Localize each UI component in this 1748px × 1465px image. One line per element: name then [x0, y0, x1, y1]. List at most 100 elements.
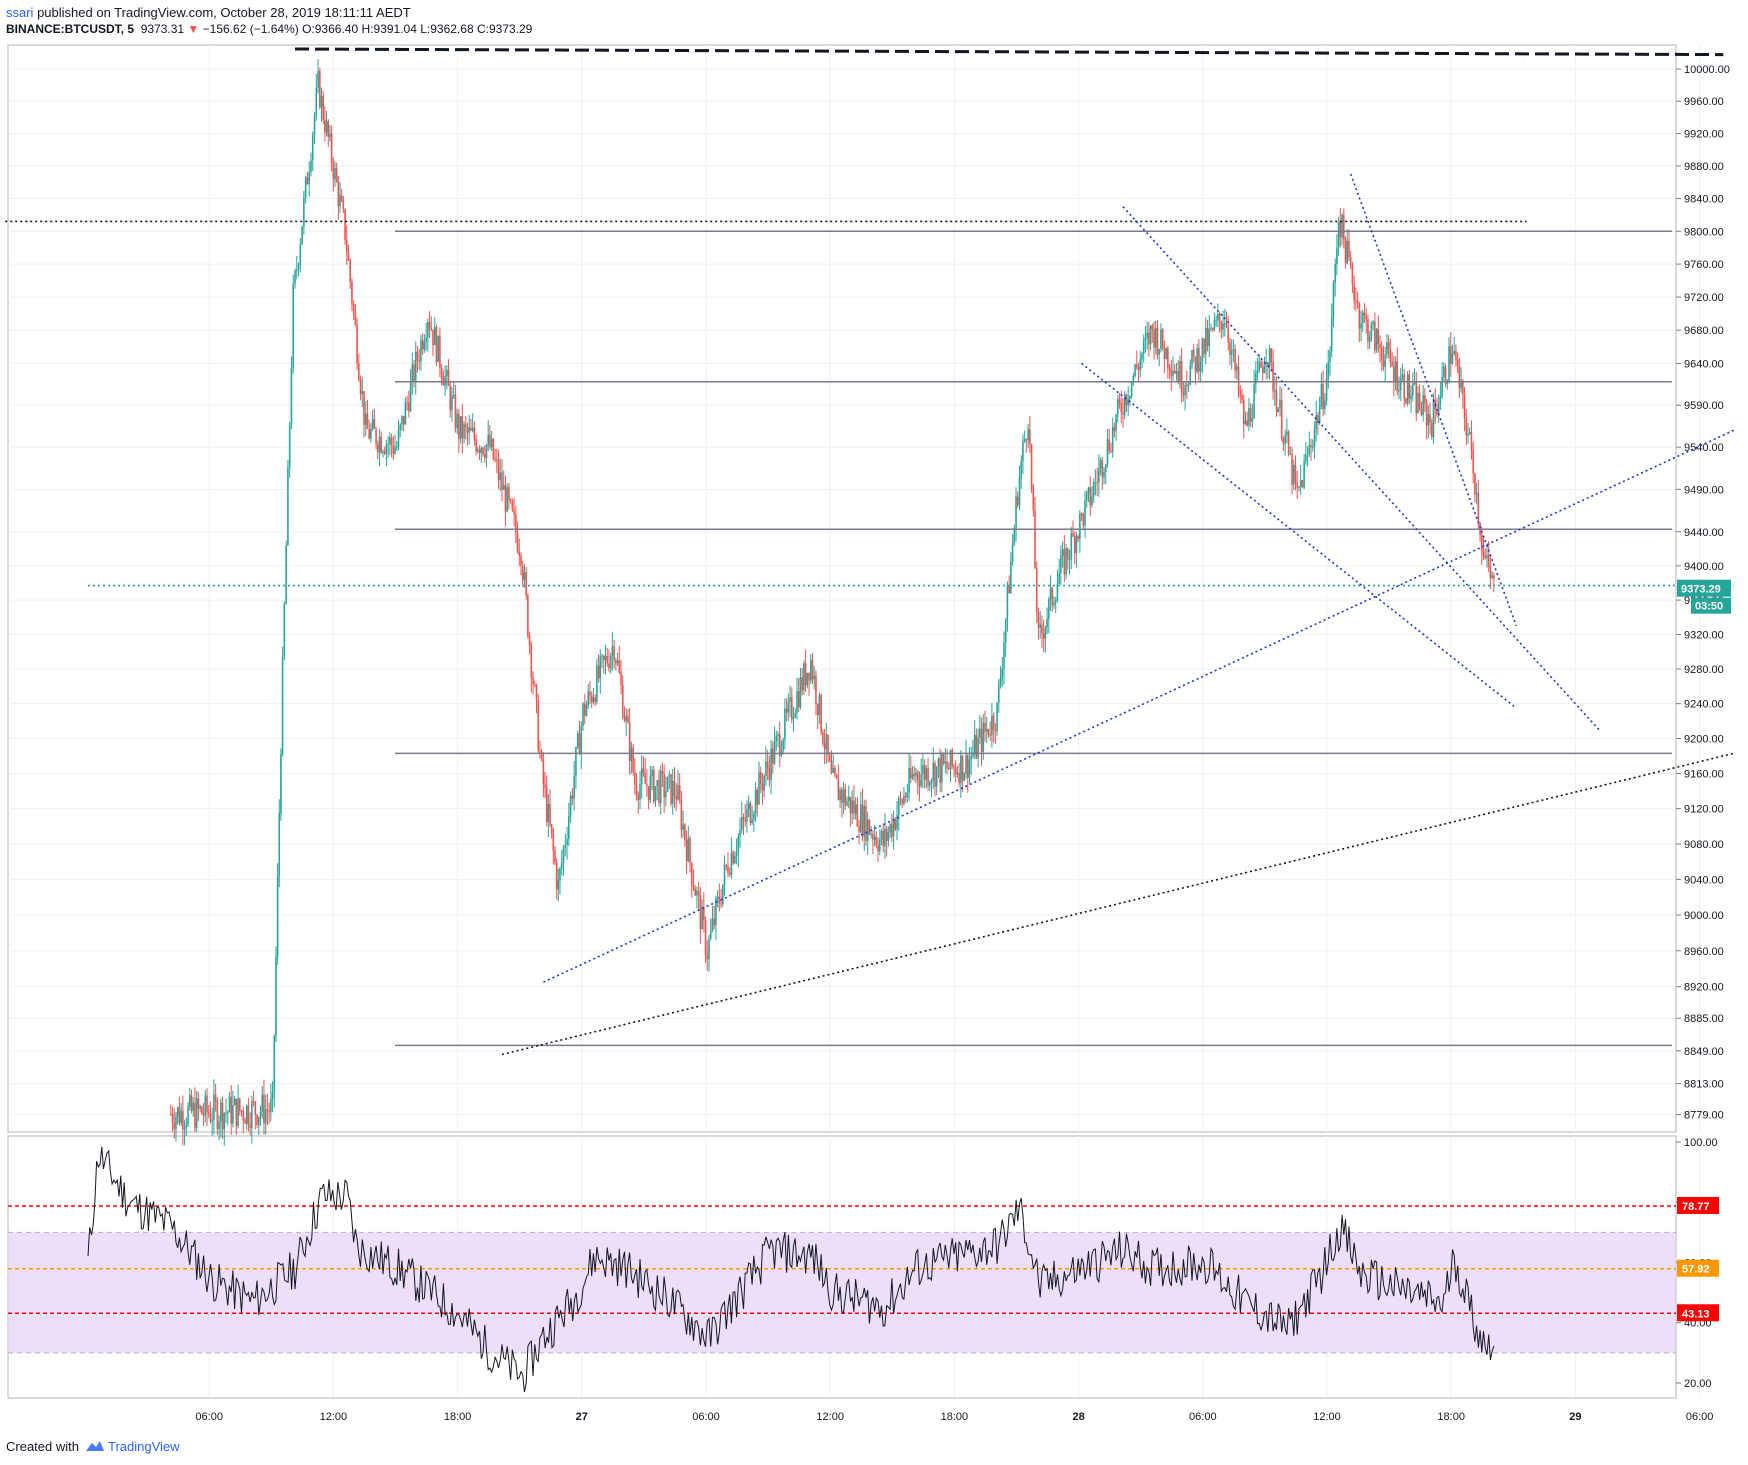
- candle-body: [746, 809, 748, 822]
- candle-body: [835, 774, 838, 779]
- candle-body: [447, 369, 450, 386]
- candle-body: [1160, 329, 1162, 349]
- candle-body: [834, 767, 836, 775]
- y-tick-label: 9800.00: [1684, 226, 1724, 238]
- y-tick-label: 9400.00: [1684, 561, 1724, 573]
- candle-body: [615, 660, 617, 664]
- candle-body: [1139, 359, 1142, 371]
- candle-body: [606, 656, 609, 664]
- candle-body: [354, 311, 357, 325]
- candle-body: [1242, 399, 1245, 425]
- trendline: [501, 752, 1734, 1056]
- candle-body: [1072, 533, 1074, 537]
- candle-body: [1205, 327, 1207, 354]
- candle-body: [245, 1105, 248, 1124]
- candle-body: [358, 363, 360, 380]
- candle-body: [860, 804, 862, 832]
- candle-body: [689, 838, 691, 863]
- candle-body: [508, 487, 510, 500]
- candle-body: [1320, 383, 1323, 407]
- candle-body: [317, 70, 319, 88]
- candle-body: [761, 784, 764, 791]
- candle-body: [960, 755, 962, 784]
- candle-body: [659, 770, 662, 804]
- candle-body: [1186, 385, 1188, 387]
- candle-body: [1103, 471, 1105, 478]
- x-tick-label: 27: [576, 1411, 588, 1423]
- candle-body: [440, 367, 443, 378]
- candle-body: [1489, 566, 1492, 579]
- candle-body: [935, 766, 938, 787]
- candle-body: [1004, 619, 1007, 643]
- candle-body: [1067, 548, 1069, 560]
- candle-body: [285, 545, 287, 604]
- candle-body: [1455, 350, 1457, 360]
- candle-body: [934, 762, 936, 787]
- candle-body: [557, 880, 560, 890]
- candle-body: [1380, 347, 1383, 361]
- candle-body: [1475, 492, 1478, 495]
- x-tick-label: 18:00: [444, 1411, 472, 1423]
- candle-body: [1332, 282, 1335, 319]
- candle-body: [416, 351, 419, 361]
- candle-body: [190, 1095, 193, 1111]
- candle-body: [385, 444, 388, 454]
- candle-body: [308, 172, 310, 185]
- candle-body: [221, 1102, 224, 1130]
- candle-body: [240, 1110, 243, 1112]
- candle-body: [1168, 367, 1171, 371]
- candle-body: [832, 767, 834, 773]
- candle-body: [685, 839, 688, 862]
- candle-body: [463, 424, 465, 439]
- candle-body: [1481, 535, 1483, 552]
- candle-body: [1336, 248, 1338, 265]
- symbol-label[interactable]: BINANCE:BTCUSDT, 5: [6, 22, 135, 36]
- y-tick-label: 9640.00: [1684, 358, 1724, 370]
- candle-body: [1379, 344, 1381, 348]
- tradingview-cloud-icon: [85, 1441, 104, 1451]
- tradingview-brand[interactable]: TradingView: [107, 1439, 180, 1454]
- candle-body: [837, 778, 840, 801]
- candle-body: [680, 800, 683, 830]
- candle-body: [951, 750, 954, 766]
- candle-body: [632, 747, 634, 773]
- author-link[interactable]: ssari: [6, 5, 34, 20]
- candle-body: [930, 780, 933, 783]
- candle-body: [304, 177, 307, 198]
- candle-body: [1236, 366, 1238, 371]
- candle-body: [597, 665, 600, 679]
- candle-body: [1039, 624, 1041, 628]
- candle-body: [1127, 399, 1129, 406]
- candle-body: [1203, 338, 1205, 354]
- candle-body: [637, 795, 640, 800]
- candle-body: [713, 918, 715, 926]
- candle-body: [1044, 627, 1047, 639]
- candle-body: [1361, 312, 1364, 324]
- y-tick-label: 9000.00: [1684, 910, 1724, 922]
- candle-body: [303, 197, 305, 227]
- candle-body: [1070, 533, 1073, 560]
- candle-body: [671, 780, 674, 804]
- y-tick-label: 9320.00: [1684, 629, 1724, 641]
- candle-body: [678, 785, 681, 801]
- candle-body: [578, 733, 581, 755]
- candle-body: [1287, 431, 1290, 454]
- candle-body: [961, 755, 964, 781]
- candle-body: [1268, 348, 1271, 367]
- candle-body: [549, 804, 551, 825]
- candle-body: [663, 773, 665, 798]
- candle-body: [999, 678, 1002, 685]
- candle-body: [180, 1110, 182, 1123]
- candle-body: [399, 424, 402, 431]
- candle-body: [1142, 340, 1145, 354]
- candle-body: [1325, 378, 1328, 401]
- candle-body: [596, 665, 598, 702]
- candle-body: [1470, 431, 1473, 450]
- candle-body: [402, 416, 405, 425]
- rsi-level-label: 78.77: [1682, 1201, 1710, 1213]
- candle-body: [528, 635, 531, 646]
- candle-body: [1020, 460, 1023, 478]
- x-tick-label: 12:00: [1313, 1411, 1341, 1423]
- candle-body: [1353, 284, 1355, 301]
